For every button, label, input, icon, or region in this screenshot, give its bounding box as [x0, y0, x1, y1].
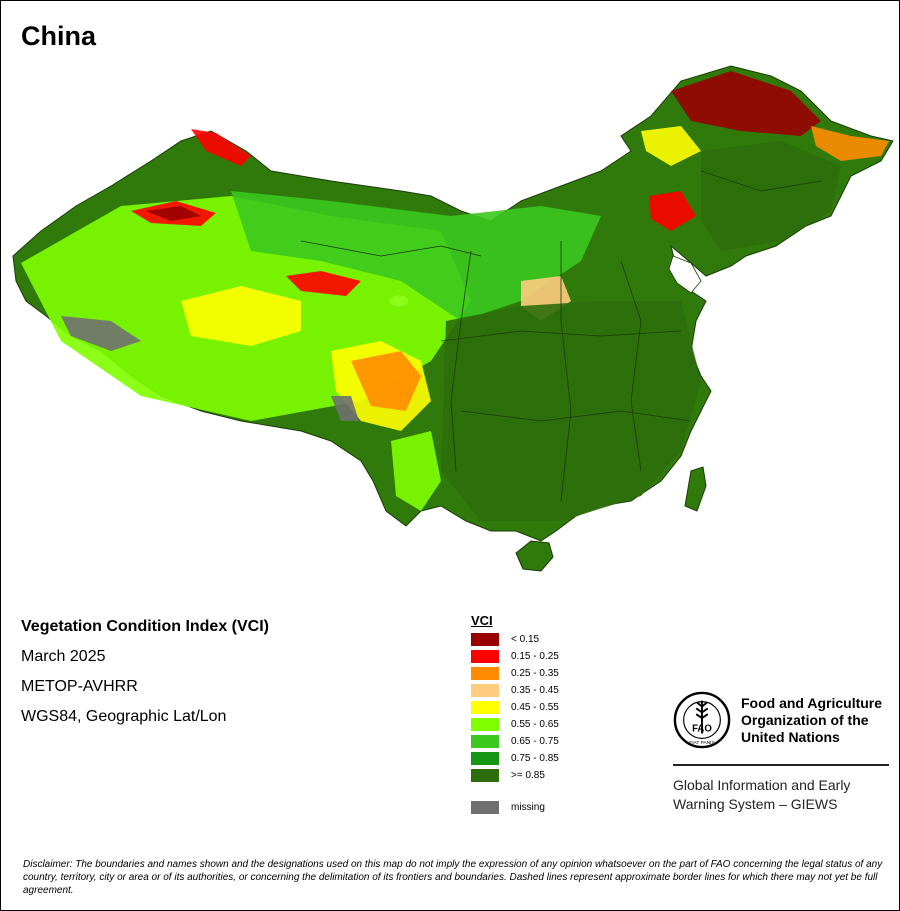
divider [673, 764, 889, 766]
province-boundary [450, 250, 472, 472]
wheat-ear-icon [695, 700, 709, 734]
legend-swatch [471, 718, 499, 731]
legend-swatch [471, 735, 499, 748]
legend-swatch [471, 752, 499, 765]
legend-item: 0.15 - 0.25 [471, 648, 559, 665]
hainan-island [515, 540, 554, 572]
province-boundaries [300, 170, 822, 502]
province-boundary [300, 240, 482, 257]
vci-patch-red-qaidam [286, 271, 361, 296]
fao-logo-letters: FAO [692, 724, 712, 735]
legend-item: 0.75 - 0.85 [471, 750, 559, 767]
legend-swatch [471, 633, 499, 646]
legend-item: 0.45 - 0.55 [471, 699, 559, 716]
index-name: Vegetation Condition Index (VCI) [21, 618, 269, 635]
bohai-sea [668, 255, 702, 294]
disclaimer: Disclaimer: The boundaries and names sho… [23, 859, 883, 896]
period: March 2025 [21, 648, 106, 665]
vci-patch-dark-red-xinjiang [146, 206, 201, 221]
legend-swatch [471, 667, 499, 680]
vci-patch-yellow-tibet [181, 286, 301, 346]
fao-block: FAO FIAT PANIS Food and Agriculture Orga… [673, 691, 891, 749]
vci-legend: VCI < 0.15 0.15 - 0.25 0.25 - 0.35 0.35 … [471, 613, 559, 816]
legend-swatch [471, 650, 499, 663]
vci-patch-light-green-yunnan [391, 431, 441, 511]
vci-patch-missing-southeast-tibet [331, 396, 359, 421]
legend-items: < 0.15 0.15 - 0.25 0.25 - 0.35 0.35 - 0.… [471, 631, 559, 784]
legend-label: 0.45 - 0.55 [511, 702, 559, 713]
fao-logo-motto: FIAT PANIS [689, 740, 715, 746]
taiwan-island [684, 466, 707, 512]
legend-item: 0.65 - 0.75 [471, 733, 559, 750]
legend-item: 0.35 - 0.45 [471, 682, 559, 699]
projection: WGS84, Geographic Lat/Lon [21, 708, 227, 725]
legend-gap [471, 784, 559, 799]
vci-patch-dark-red-northeast [671, 71, 821, 136]
legend-label: 0.35 - 0.45 [511, 685, 559, 696]
legend-item: 0.25 - 0.35 [471, 665, 559, 682]
vci-condition-patches [21, 71, 889, 521]
province-boundary [440, 330, 682, 342]
legend-swatch [471, 801, 499, 814]
vci-patch-yellow-northeast [641, 126, 701, 166]
vci-patch-orange-sichuan [351, 351, 421, 411]
legend-item-missing: missing [471, 799, 559, 816]
province-boundary [560, 241, 572, 502]
legend-item: < 0.15 [471, 631, 559, 648]
province-boundary [620, 260, 642, 472]
vci-patch-missing-tibet [61, 316, 141, 351]
vci-patch-green-north [231, 191, 601, 321]
fao-logo: FAO FIAT PANIS [673, 691, 731, 749]
legend-label: 0.25 - 0.35 [511, 668, 559, 679]
legend-label: 0.75 - 0.85 [511, 753, 559, 764]
legend-title: VCI [471, 613, 493, 628]
organization-name: Food and Agriculture Organization of the… [741, 694, 883, 745]
vci-patch-red-inner-mongolia [649, 191, 696, 231]
legend-swatch [471, 684, 499, 697]
province-boundary [460, 410, 692, 422]
fao-logo-ring [673, 691, 731, 749]
vci-map [12, 65, 894, 572]
legend-label: < 0.15 [511, 634, 540, 645]
legend-label: missing [511, 802, 545, 813]
legend-label: 0.15 - 0.25 [511, 651, 559, 662]
legend-item: 0.55 - 0.65 [471, 716, 559, 733]
vci-patch-red-northwest [191, 129, 251, 166]
giews-program: Global Information and Early Warning Sys… [673, 777, 851, 812]
province-boundary [700, 170, 822, 192]
sensor: METOP-AVHRR [21, 678, 138, 695]
legend-label: 0.55 - 0.65 [511, 719, 559, 730]
map-title: China [21, 21, 97, 51]
legend-item: >= 0.85 [471, 767, 559, 784]
fao-branding: FAO FIAT PANIS Food and Agriculture Orga… [673, 691, 891, 749]
legend-swatch [471, 701, 499, 714]
legend-label: 0.65 - 0.75 [511, 736, 559, 747]
vci-patch-orange-northeast [811, 126, 889, 161]
map-metadata: Vegetation Condition Index (VCI) March 2… [21, 619, 269, 739]
legend-swatch [471, 769, 499, 782]
legend-label: >= 0.85 [511, 770, 545, 781]
vci-patch-dark-green-northeast [701, 141, 841, 251]
